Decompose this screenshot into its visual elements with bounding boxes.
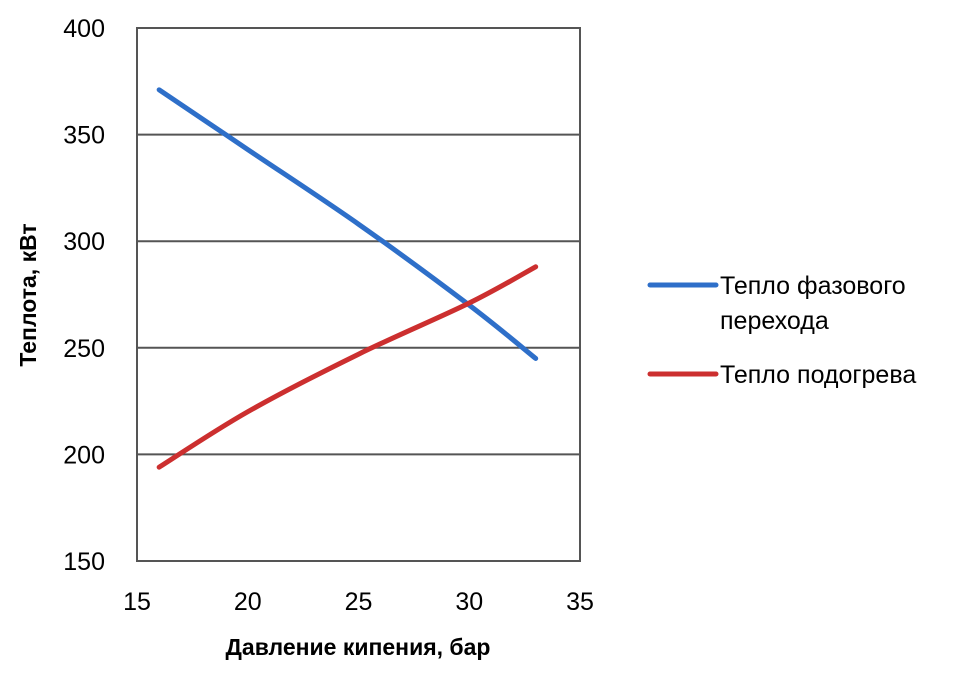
x-tick-label: 20 [234,588,262,616]
series-lines [156,87,539,470]
legend-label: Тепло фазового [720,272,906,300]
y-tick-labels: 150 200 250 300 350 400 [63,15,105,576]
y-tick-label: 400 [63,15,105,43]
plot-area-border [136,27,581,562]
legend-label: перехода [720,307,829,335]
x-tick-label: 15 [123,588,151,616]
legend: Тепло фазового перехода Тепло подогрева [647,272,916,389]
y-axis-title: Теплота, кВт [15,223,41,366]
y-tick-label: 350 [63,122,105,150]
x-tick-label: 30 [455,588,483,616]
series-line-1 [156,87,539,361]
y-tick-label: 250 [63,335,105,363]
x-tick-label: 35 [566,588,594,616]
x-axis-title: Давление кипения, бар [226,634,491,660]
x-tick-labels: 15 20 25 30 35 [123,588,594,616]
y-tick-label: 200 [63,441,105,469]
y-tick-label: 150 [63,548,105,576]
legend-label: Тепло подогрева [720,361,916,389]
series-line-2 [156,264,539,470]
y-tick-label: 300 [63,228,105,256]
gridlines [137,27,580,562]
x-tick-label: 25 [345,588,373,616]
